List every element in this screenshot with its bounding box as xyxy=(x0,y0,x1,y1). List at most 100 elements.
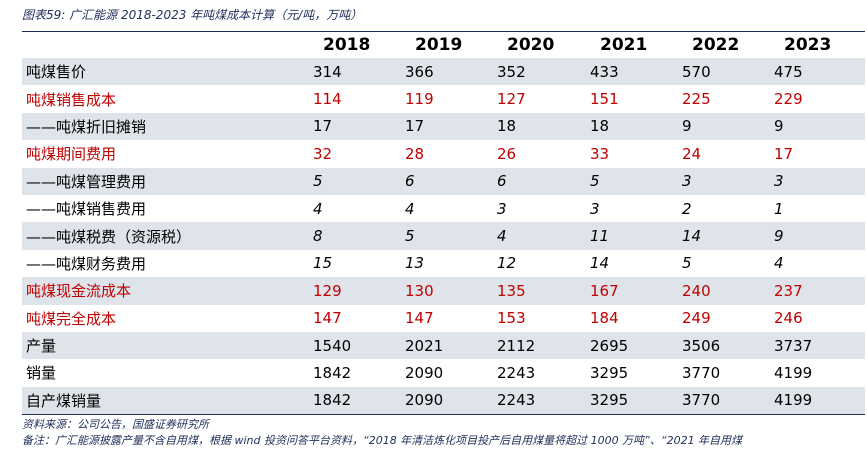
cell-value: 2243 xyxy=(497,391,536,410)
cell-value: 15 xyxy=(313,254,333,273)
cell-value: 17 xyxy=(774,144,794,163)
cell-value: 2695 xyxy=(590,336,629,355)
table-row: 自产煤销量 1842 2090 2243 3295 3770 4199 xyxy=(22,386,865,415)
cell-value: 246 xyxy=(774,309,803,328)
row-label: ——吨煤管理费用 xyxy=(26,172,147,191)
cell-value: 135 xyxy=(497,281,526,300)
cell-value: 2 xyxy=(682,199,692,218)
cell-value: 2112 xyxy=(497,336,536,355)
cell-value: 12 xyxy=(497,254,517,273)
column-header: 2019 xyxy=(415,35,463,55)
cell-value: 3295 xyxy=(590,391,629,410)
cell-value: 4 xyxy=(405,199,415,218)
row-label: 吨煤现金流成本 xyxy=(26,282,132,301)
cell-value: 6 xyxy=(405,172,415,191)
cell-value: 3 xyxy=(774,172,784,191)
table-row: ——吨煤管理费用 5 6 6 5 3 3 xyxy=(22,167,865,195)
cell-value: 2021 xyxy=(405,336,444,355)
cell-value: 9 xyxy=(682,117,692,136)
cell-value: 237 xyxy=(774,281,803,300)
cell-value: 184 xyxy=(590,309,619,328)
source: 资料来源：公司公告，国盛证券研究所 xyxy=(22,418,209,431)
cell-value: 3 xyxy=(497,199,507,218)
cell-value: 130 xyxy=(405,281,434,300)
table-row: 产量 1540 2021 2112 2695 3506 3737 xyxy=(22,331,865,360)
cell-value: 14 xyxy=(682,227,702,246)
row-label: 吨煤期间费用 xyxy=(26,145,117,164)
cell-value: 3770 xyxy=(682,391,721,410)
cell-value: 3770 xyxy=(682,363,721,382)
cell-value: 5 xyxy=(682,254,692,273)
table-row: ——吨煤税费（资源税） 8 5 4 11 14 9 xyxy=(22,222,865,250)
row-label: ——吨煤财务费用 xyxy=(26,254,147,273)
column-header: 2021 xyxy=(600,35,648,55)
cell-value: 1842 xyxy=(313,363,352,382)
cell-value: 24 xyxy=(682,144,702,163)
row-label: ——吨煤折旧摊销 xyxy=(26,117,147,136)
cell-value: 114 xyxy=(313,90,342,109)
cell-value: 26 xyxy=(497,144,517,163)
cell-value: 11 xyxy=(590,227,610,246)
column-header: 2020 xyxy=(507,35,555,55)
row-label: ——吨煤销售费用 xyxy=(26,200,147,219)
cell-value: 352 xyxy=(497,62,526,81)
corner xyxy=(22,32,313,59)
column-header: 2018 xyxy=(323,35,371,55)
row-label: 自产煤销量 xyxy=(26,391,102,410)
cell-value: 475 xyxy=(774,62,803,81)
cell-value: 8 xyxy=(313,227,323,246)
cell-value: 2090 xyxy=(405,363,444,382)
column-header: 2023 xyxy=(784,35,832,55)
cell-value: 147 xyxy=(405,309,434,328)
cell-value: 5 xyxy=(313,172,323,191)
cell-value: 229 xyxy=(774,90,803,109)
cell-value: 570 xyxy=(682,62,711,81)
cell-value: 127 xyxy=(497,90,526,109)
table-row: 吨煤售价 314 366 352 433 570 475 xyxy=(22,58,865,86)
cell-value: 33 xyxy=(590,144,610,163)
row-label: ——吨煤税费（资源税） xyxy=(26,227,192,246)
cell-value: 6 xyxy=(497,172,507,191)
cell-value: 32 xyxy=(313,144,333,163)
cell-value: 9 xyxy=(774,227,784,246)
cell-value: 3 xyxy=(590,199,600,218)
row-label: 产量 xyxy=(26,337,57,356)
table-body: 吨煤售价 314 366 352 433 570 475 吨煤销售成本 114 119 127 151… xyxy=(22,58,865,415)
cost-table: 2018 2019 2020 2021 2022 2023 吨煤售价 314 366 352 43… xyxy=(22,31,865,416)
cell-value: 2243 xyxy=(497,363,536,382)
cell-value: 225 xyxy=(682,90,711,109)
cell-value: 240 xyxy=(682,281,711,300)
cell-value: 1842 xyxy=(313,391,352,410)
cell-value: 119 xyxy=(405,90,434,109)
row-label: 销量 xyxy=(26,364,57,383)
cell-value: 17 xyxy=(405,117,425,136)
row-label: 吨煤销售成本 xyxy=(26,90,117,109)
table-row: 销量 1842 2090 2243 3295 3770 4199 xyxy=(22,359,865,386)
cell-value: 4 xyxy=(774,254,784,273)
cell-value: 1 xyxy=(774,199,784,218)
column-header: 2022 xyxy=(692,35,740,55)
cell-value: 17 xyxy=(313,117,333,136)
cell-value: 4199 xyxy=(774,363,813,382)
cell-value: 4 xyxy=(313,199,323,218)
cell-value: 14 xyxy=(590,254,610,273)
table-row: 吨煤现金流成本 129 130 135 167 240 237 xyxy=(22,277,865,305)
table-row: 吨煤期间费用 32 28 26 33 24 17 xyxy=(22,140,865,167)
cell-value: 129 xyxy=(313,281,342,300)
table-row: ——吨煤财务费用 15 13 12 14 5 4 xyxy=(22,250,865,277)
cell-value: 147 xyxy=(313,309,342,328)
cell-value: 5 xyxy=(405,227,415,246)
cell-value: 4199 xyxy=(774,391,813,410)
cell-value: 3 xyxy=(682,172,692,191)
cell-value: 9 xyxy=(774,117,784,136)
cell-value: 3737 xyxy=(774,336,813,355)
table-row: ——吨煤销售费用 4 4 3 3 2 1 xyxy=(22,195,865,222)
table-row: ——吨煤折旧摊销 17 17 18 18 9 9 xyxy=(22,112,865,141)
table-row: 吨煤销售成本 114 119 127 151 225 229 xyxy=(22,85,865,112)
cell-value: 28 xyxy=(405,144,425,163)
cell-value: 314 xyxy=(313,62,342,81)
cell-value: 13 xyxy=(405,254,425,273)
cell-value: 18 xyxy=(590,117,610,136)
cell-value: 249 xyxy=(682,309,711,328)
